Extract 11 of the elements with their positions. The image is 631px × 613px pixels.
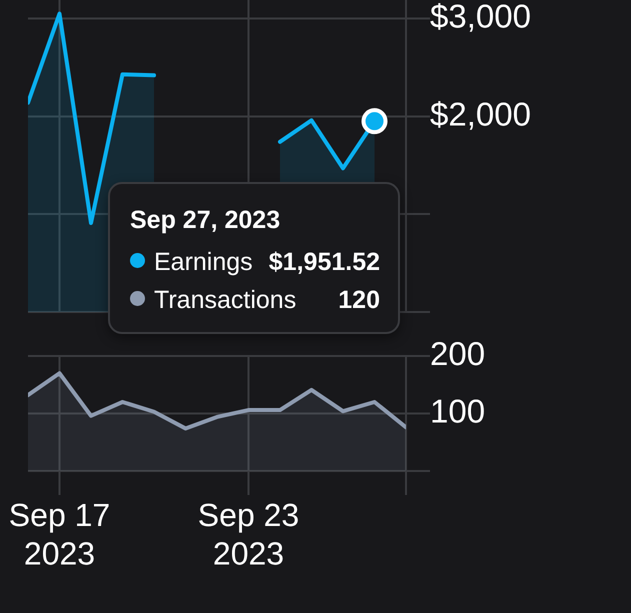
legend-label: Earnings [154, 247, 253, 277]
y-tick-label: $3,000 [430, 0, 531, 35]
y-tick-label: $2,000 [430, 95, 531, 132]
annotation: Sep 27, 2023 [130, 205, 280, 235]
y-tick-label: 200 [430, 335, 486, 372]
annotation: 120 [338, 285, 380, 315]
x-tick-label: Sep 23 2023 [198, 497, 300, 572]
x-tick-label: Sep 17 2023 [8, 497, 110, 572]
annotation: $1,951.52 [268, 247, 380, 277]
y-tick-label: 100 [430, 392, 486, 430]
legend-label: Transactions [154, 285, 296, 315]
